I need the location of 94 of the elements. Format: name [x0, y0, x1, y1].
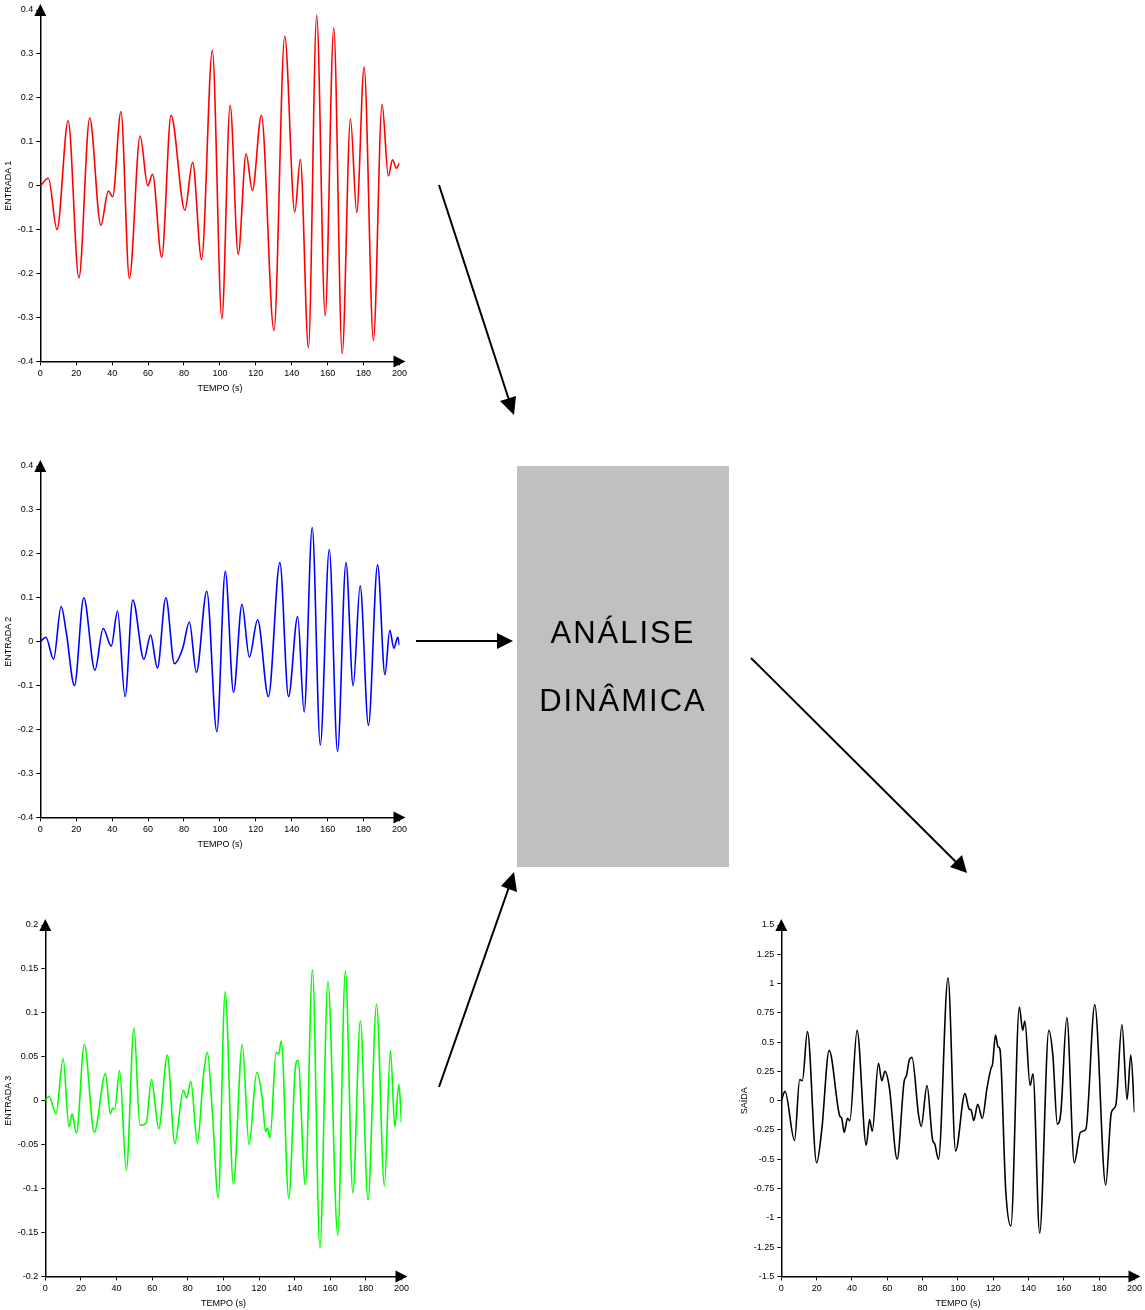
y-tick-label: 0.15 [20, 963, 39, 974]
x-tick-label: 200 [391, 824, 408, 835]
y-tick-label: 0.1 [25, 1007, 39, 1018]
y-tick-label: -0.1 [22, 1183, 39, 1194]
x-tick-label: 180 [356, 368, 372, 379]
x-tick-label: 200 [1126, 1283, 1143, 1294]
x-tick-label: 140 [284, 368, 300, 379]
x-tick-label: 120 [248, 824, 264, 835]
y-tick-label: -1.5 [758, 1270, 775, 1281]
y-tick-label: 0.75 [756, 1007, 775, 1018]
y-tick-label: 1 [769, 978, 775, 989]
x-tick-label: 0 [778, 1283, 784, 1294]
x-tick-label: 80 [178, 368, 189, 379]
y-tick-label: 0.1 [20, 136, 34, 147]
y-tick-label: 0.4 [20, 4, 34, 15]
y-tick-label: 1.5 [761, 919, 775, 930]
y-tick-label: 0.3 [20, 504, 34, 515]
x-tick-label: 200 [393, 1283, 410, 1294]
y-tick-label: -0.1 [17, 224, 34, 235]
x-tick-label: 80 [182, 1283, 193, 1294]
x-tick-label: 60 [143, 824, 154, 835]
y-tick-label: 0.2 [20, 92, 34, 103]
y-tick-label: -0.3 [17, 311, 34, 322]
y-tick-label: -0.05 [17, 1139, 39, 1150]
x-axis-title: TEMPO (s) [197, 383, 243, 394]
x-axis-title: TEMPO (s) [200, 1298, 246, 1309]
x-tick-label: 180 [1091, 1283, 1107, 1294]
y-tick-label: -0.75 [753, 1183, 775, 1194]
x-tick-label: 60 [147, 1283, 158, 1294]
x-tick-label: 160 [320, 824, 336, 835]
y-tick-label: 1.25 [756, 948, 775, 959]
x-tick-label: 100 [212, 368, 228, 379]
y-tick-label: 0 [33, 1095, 39, 1106]
y-tick-label: -0.2 [22, 1270, 39, 1281]
x-tick-label: 160 [320, 368, 336, 379]
y-tick-label: 0.3 [20, 48, 34, 59]
y-tick-label: -0.4 [17, 355, 34, 366]
y-tick-label: -0.25 [753, 1124, 775, 1135]
x-tick-label: 140 [287, 1283, 303, 1294]
x-tick-label: 80 [917, 1283, 928, 1294]
x-tick-label: 100 [212, 824, 228, 835]
x-tick-label: 40 [846, 1283, 857, 1294]
x-tick-label: 40 [107, 368, 118, 379]
y-tick-label: -0.2 [17, 268, 34, 279]
y-tick-label: 0.05 [20, 1051, 39, 1062]
y-tick-label: 0.2 [20, 548, 34, 559]
y-tick-label: 0 [769, 1095, 775, 1106]
y-tick-label: -1 [766, 1212, 775, 1223]
x-tick-label: 20 [71, 368, 82, 379]
y-axis-title: ENTRADA 3 [2, 1075, 13, 1126]
x-tick-label: 180 [358, 1283, 374, 1294]
x-tick-label: 80 [178, 824, 189, 835]
y-tick-label: 0 [28, 636, 34, 647]
y-tick-label: -0.1 [17, 680, 34, 691]
x-tick-label: 40 [107, 824, 118, 835]
x-tick-label: 120 [251, 1283, 267, 1294]
x-tick-label: 0 [42, 1283, 48, 1294]
x-tick-label: 20 [71, 824, 82, 835]
x-tick-label: 140 [1021, 1283, 1037, 1294]
x-tick-label: 100 [950, 1283, 966, 1294]
x-tick-label: 180 [356, 824, 372, 835]
x-tick-label: 120 [985, 1283, 1001, 1294]
y-tick-label: 0 [28, 180, 34, 191]
y-tick-label: 0.25 [756, 1065, 775, 1076]
y-tick-label: 0.4 [20, 460, 34, 471]
x-tick-label: 20 [75, 1283, 86, 1294]
y-tick-label: 0.2 [25, 919, 39, 930]
y-tick-label: -0.2 [17, 724, 34, 735]
x-tick-label: 20 [811, 1283, 822, 1294]
y-tick-label: -0.4 [17, 811, 34, 822]
y-tick-label: -1.25 [753, 1241, 775, 1252]
x-tick-label: 160 [1056, 1283, 1072, 1294]
text: ANÁLISE DINÂMICA [538, 613, 708, 720]
y-axis-title: ENTRADA 1 [2, 160, 13, 211]
x-tick-label: 120 [248, 368, 264, 379]
x-axis-title: TEMPO (s) [935, 1298, 981, 1309]
x-tick-label: 160 [322, 1283, 338, 1294]
y-tick-label: 0.5 [761, 1036, 775, 1047]
x-tick-label: 100 [215, 1283, 231, 1294]
y-axis-title: SAÍDA [738, 1087, 749, 1115]
x-tick-label: 140 [284, 824, 300, 835]
line-series [40, 14, 400, 355]
line-series [40, 526, 400, 753]
y-tick-label: -0.5 [758, 1153, 775, 1164]
y-tick-label: 0.1 [20, 592, 34, 603]
x-tick-label: 40 [111, 1283, 122, 1294]
y-tick-label: -0.15 [17, 1226, 39, 1237]
x-tick-label: 200 [391, 368, 408, 379]
line-series [45, 969, 402, 1250]
y-tick-label: -0.3 [17, 767, 34, 778]
y-axis-title: ENTRADA 2 [2, 616, 13, 667]
x-tick-label: 60 [882, 1283, 893, 1294]
x-tick-label: 60 [143, 368, 154, 379]
x-axis-title: TEMPO (s) [197, 839, 243, 850]
